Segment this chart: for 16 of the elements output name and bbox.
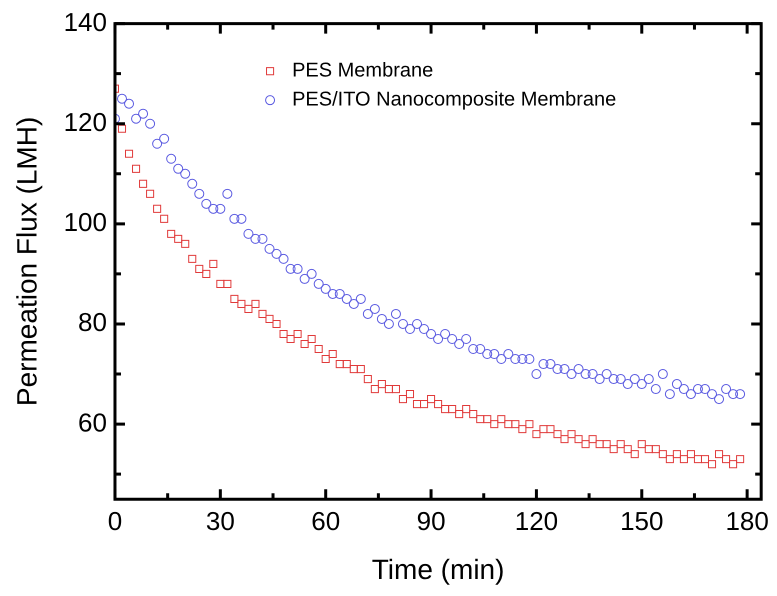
y-tick-label: 140 (64, 6, 107, 37)
x-axis-title: Time (min) (372, 554, 504, 585)
x-tick-label: 180 (725, 506, 769, 536)
y-axis-title: Permeation Flux (LMH) (12, 116, 43, 406)
legend-label: PES Membrane (292, 60, 434, 82)
legend-label: PES/ITO Nanocomposite Membrane (292, 88, 616, 111)
y-tick-label: 80 (78, 307, 107, 338)
x-tick-label: 150 (620, 506, 664, 536)
x-tick-label: 0 (108, 506, 122, 536)
x-tick-label: 120 (514, 506, 558, 536)
x-tick-label: 30 (206, 506, 235, 536)
x-tick-label: 60 (311, 506, 340, 536)
x-tick-label: 90 (416, 506, 446, 536)
y-tick-label: 120 (64, 106, 107, 137)
y-tick-label: 60 (78, 407, 107, 438)
y-tick-label: 100 (64, 207, 107, 238)
